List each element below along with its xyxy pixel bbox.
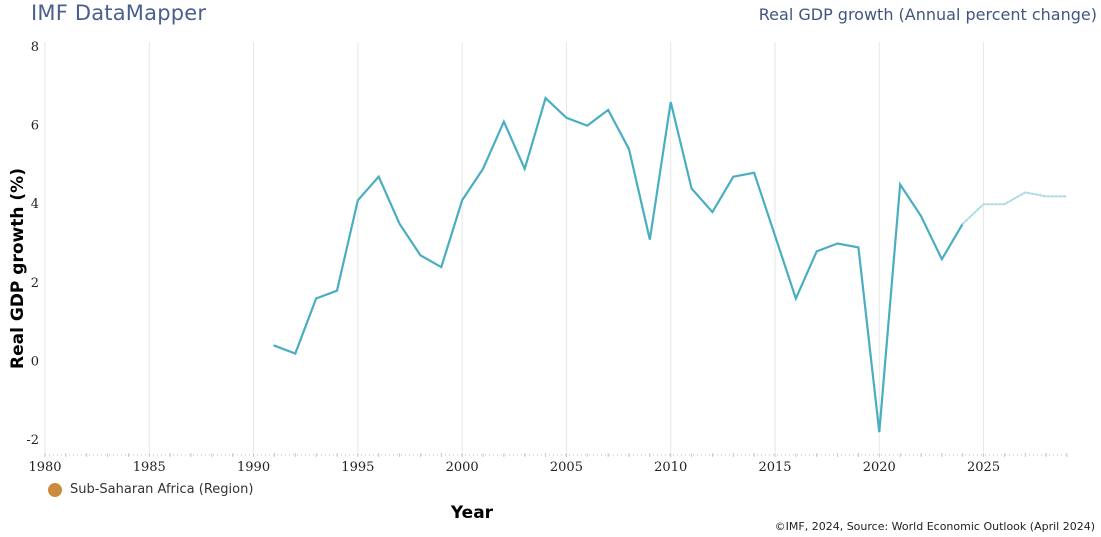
x-tick-label: 1985	[133, 460, 166, 475]
x-tick-label: 2000	[446, 460, 479, 475]
legend-marker-icon	[48, 482, 62, 497]
y-tick-label: 4	[31, 197, 39, 212]
x-tick-label: 1990	[237, 460, 270, 475]
source-note: ©IMF, 2024, Source: World Economic Outlo…	[774, 520, 1095, 533]
x-tick-label: 2010	[654, 460, 687, 475]
y-tick-label: 8	[31, 40, 39, 55]
y-tick-label: 0	[31, 354, 39, 369]
y-tick-label: 6	[31, 119, 39, 134]
x-tick-label: 2025	[967, 460, 1000, 475]
x-tick-label: 2020	[863, 460, 896, 475]
legend-label: Sub-Saharan Africa (Region)	[70, 482, 254, 497]
brand-title: IMF DataMapper	[31, 1, 207, 25]
chart-title: Real GDP growth (Annual percent change)	[758, 5, 1097, 24]
x-tick-label: 1995	[341, 460, 374, 475]
x-axis-title: Year	[450, 503, 494, 523]
x-tick-label: 1980	[28, 460, 61, 475]
y-tick-label: -2	[26, 433, 39, 448]
x-tick-label: 2005	[550, 460, 583, 475]
legend[interactable]: Sub-Saharan Africa (Region)	[48, 482, 253, 497]
series-line-sub-saharan-africa	[273, 96, 964, 433]
x-tick-label: 2015	[758, 460, 791, 475]
series-line-projection	[961, 191, 1068, 225]
y-tick-label: 2	[31, 276, 39, 291]
y-axis-title: Real GDP growth (%)	[8, 168, 28, 369]
